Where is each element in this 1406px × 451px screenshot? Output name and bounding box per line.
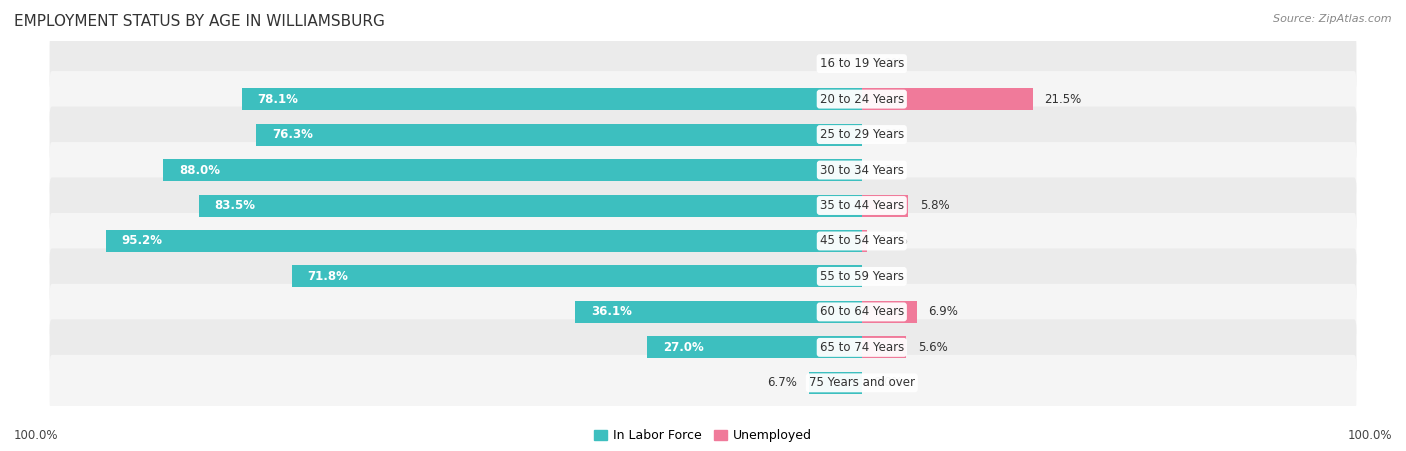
Bar [256,124,862,146]
Bar [198,194,862,216]
Bar [291,266,862,287]
Text: 20 to 24 Years: 20 to 24 Years [820,92,904,106]
FancyBboxPatch shape [49,142,1357,198]
Text: 6.7%: 6.7% [766,376,797,389]
Text: 76.3%: 76.3% [271,128,312,141]
Text: 60 to 64 Years: 60 to 64 Years [820,305,904,318]
Bar [242,88,862,110]
FancyBboxPatch shape [49,213,1357,269]
Text: 95.2%: 95.2% [122,235,163,248]
Bar [862,230,866,252]
Bar [862,88,1032,110]
FancyBboxPatch shape [49,36,1357,92]
Bar [105,230,862,252]
Bar [575,301,862,323]
Text: 0.6%: 0.6% [879,235,908,248]
Text: 0.0%: 0.0% [873,164,903,176]
FancyBboxPatch shape [49,178,1357,234]
Bar [808,372,862,394]
Text: EMPLOYMENT STATUS BY AGE IN WILLIAMSBURG: EMPLOYMENT STATUS BY AGE IN WILLIAMSBURG [14,14,385,28]
Bar [862,194,908,216]
Text: 0.0%: 0.0% [873,376,903,389]
FancyBboxPatch shape [49,71,1357,127]
Text: 36.1%: 36.1% [591,305,631,318]
Text: 83.5%: 83.5% [215,199,256,212]
Bar [862,301,917,323]
FancyBboxPatch shape [49,106,1357,163]
Text: 55 to 59 Years: 55 to 59 Years [820,270,904,283]
Text: 5.8%: 5.8% [920,199,949,212]
Text: 30 to 34 Years: 30 to 34 Years [820,164,904,176]
Text: 0.0%: 0.0% [820,57,849,70]
Text: 65 to 74 Years: 65 to 74 Years [820,341,904,354]
Text: Source: ZipAtlas.com: Source: ZipAtlas.com [1274,14,1392,23]
Text: 0.0%: 0.0% [873,270,903,283]
Text: 25 to 29 Years: 25 to 29 Years [820,128,904,141]
Bar [647,336,862,359]
Text: 75 Years and over: 75 Years and over [808,376,915,389]
Text: 100.0%: 100.0% [1347,429,1392,442]
Text: 71.8%: 71.8% [308,270,349,283]
Bar [163,159,862,181]
FancyBboxPatch shape [49,249,1357,304]
Text: 45 to 54 Years: 45 to 54 Years [820,235,904,248]
Text: 100.0%: 100.0% [14,429,59,442]
Text: 35 to 44 Years: 35 to 44 Years [820,199,904,212]
Text: 0.0%: 0.0% [873,128,903,141]
FancyBboxPatch shape [49,355,1357,411]
Text: 6.9%: 6.9% [928,305,959,318]
Bar [862,336,907,359]
Text: 21.5%: 21.5% [1045,92,1081,106]
FancyBboxPatch shape [49,319,1357,375]
Text: 16 to 19 Years: 16 to 19 Years [820,57,904,70]
Text: 78.1%: 78.1% [257,92,298,106]
Legend: In Labor Force, Unemployed: In Labor Force, Unemployed [589,424,817,447]
Text: 88.0%: 88.0% [179,164,219,176]
Text: 0.0%: 0.0% [873,57,903,70]
Text: 5.6%: 5.6% [918,341,948,354]
FancyBboxPatch shape [49,284,1357,340]
Text: 27.0%: 27.0% [664,341,704,354]
